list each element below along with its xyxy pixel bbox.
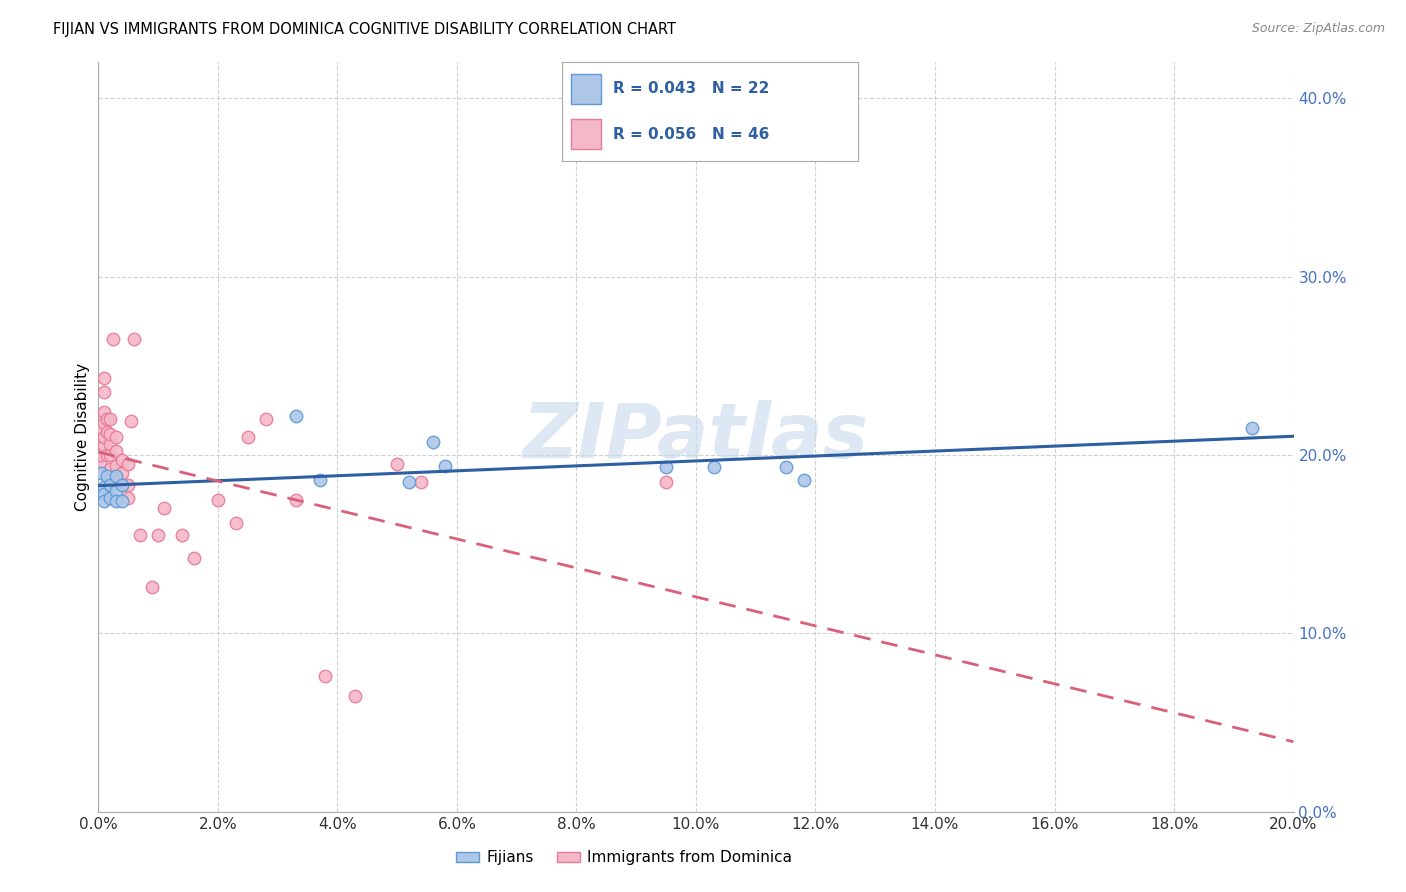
Point bbox=[434, 458, 457, 473]
Point bbox=[90, 448, 112, 462]
Text: Source: ZipAtlas.com: Source: ZipAtlas.com bbox=[1251, 22, 1385, 36]
Point bbox=[98, 448, 122, 462]
Point bbox=[117, 491, 139, 505]
Point bbox=[117, 478, 139, 492]
Point bbox=[98, 426, 122, 441]
Point bbox=[111, 494, 134, 508]
Point bbox=[93, 487, 115, 501]
Point bbox=[1240, 421, 1263, 435]
Point bbox=[124, 332, 146, 346]
Text: FIJIAN VS IMMIGRANTS FROM DOMINICA COGNITIVE DISABILITY CORRELATION CHART: FIJIAN VS IMMIGRANTS FROM DOMINICA COGNI… bbox=[53, 22, 676, 37]
Point bbox=[96, 448, 118, 462]
Point bbox=[422, 435, 444, 450]
Point bbox=[315, 669, 337, 683]
FancyBboxPatch shape bbox=[571, 120, 600, 149]
Point bbox=[655, 475, 678, 489]
Text: R = 0.043   N = 22: R = 0.043 N = 22 bbox=[613, 81, 769, 96]
Point bbox=[284, 492, 307, 507]
Point bbox=[89, 457, 111, 471]
Point bbox=[93, 416, 115, 430]
FancyBboxPatch shape bbox=[571, 74, 600, 103]
Point bbox=[775, 460, 797, 475]
Point bbox=[111, 478, 134, 492]
Point bbox=[793, 473, 815, 487]
Point bbox=[105, 458, 128, 473]
Point bbox=[90, 466, 112, 480]
Point bbox=[98, 412, 122, 426]
Point bbox=[117, 457, 139, 471]
Point bbox=[98, 491, 122, 505]
Point bbox=[111, 466, 134, 480]
Point bbox=[225, 516, 247, 530]
Point bbox=[96, 425, 118, 439]
Point bbox=[284, 409, 307, 423]
Point bbox=[254, 412, 277, 426]
Point bbox=[655, 460, 678, 475]
Point bbox=[93, 430, 115, 444]
Point bbox=[183, 551, 205, 566]
Point bbox=[105, 494, 128, 508]
Text: R = 0.056   N = 46: R = 0.056 N = 46 bbox=[613, 127, 769, 142]
Point bbox=[93, 494, 115, 508]
Point bbox=[385, 457, 409, 471]
Point bbox=[703, 460, 725, 475]
Point bbox=[105, 430, 128, 444]
Point bbox=[105, 444, 128, 458]
Point bbox=[96, 412, 118, 426]
Legend: Fijians, Immigrants from Dominica: Fijians, Immigrants from Dominica bbox=[450, 845, 799, 871]
Point bbox=[93, 480, 115, 494]
Point bbox=[141, 580, 163, 594]
Point bbox=[236, 430, 259, 444]
Point bbox=[398, 475, 420, 489]
Point bbox=[90, 421, 112, 435]
Point bbox=[93, 439, 115, 453]
Point bbox=[148, 528, 170, 542]
Point bbox=[207, 492, 229, 507]
Point bbox=[105, 469, 128, 483]
Point bbox=[93, 405, 115, 419]
Point bbox=[411, 475, 433, 489]
Point bbox=[129, 528, 152, 542]
Point bbox=[98, 437, 122, 451]
Point bbox=[105, 469, 128, 483]
Point bbox=[120, 414, 142, 428]
Point bbox=[105, 483, 128, 498]
Text: ZIPatlas: ZIPatlas bbox=[523, 401, 869, 474]
Point bbox=[98, 478, 122, 492]
Point bbox=[308, 473, 330, 487]
Point bbox=[111, 478, 134, 492]
Point bbox=[93, 385, 115, 400]
Y-axis label: Cognitive Disability: Cognitive Disability bbox=[75, 363, 90, 511]
Point bbox=[111, 453, 134, 467]
Point bbox=[153, 501, 176, 516]
Point bbox=[98, 462, 122, 476]
Point bbox=[344, 689, 367, 703]
Point bbox=[93, 371, 115, 385]
Point bbox=[96, 469, 118, 483]
Point bbox=[172, 528, 194, 542]
Point bbox=[103, 332, 125, 346]
